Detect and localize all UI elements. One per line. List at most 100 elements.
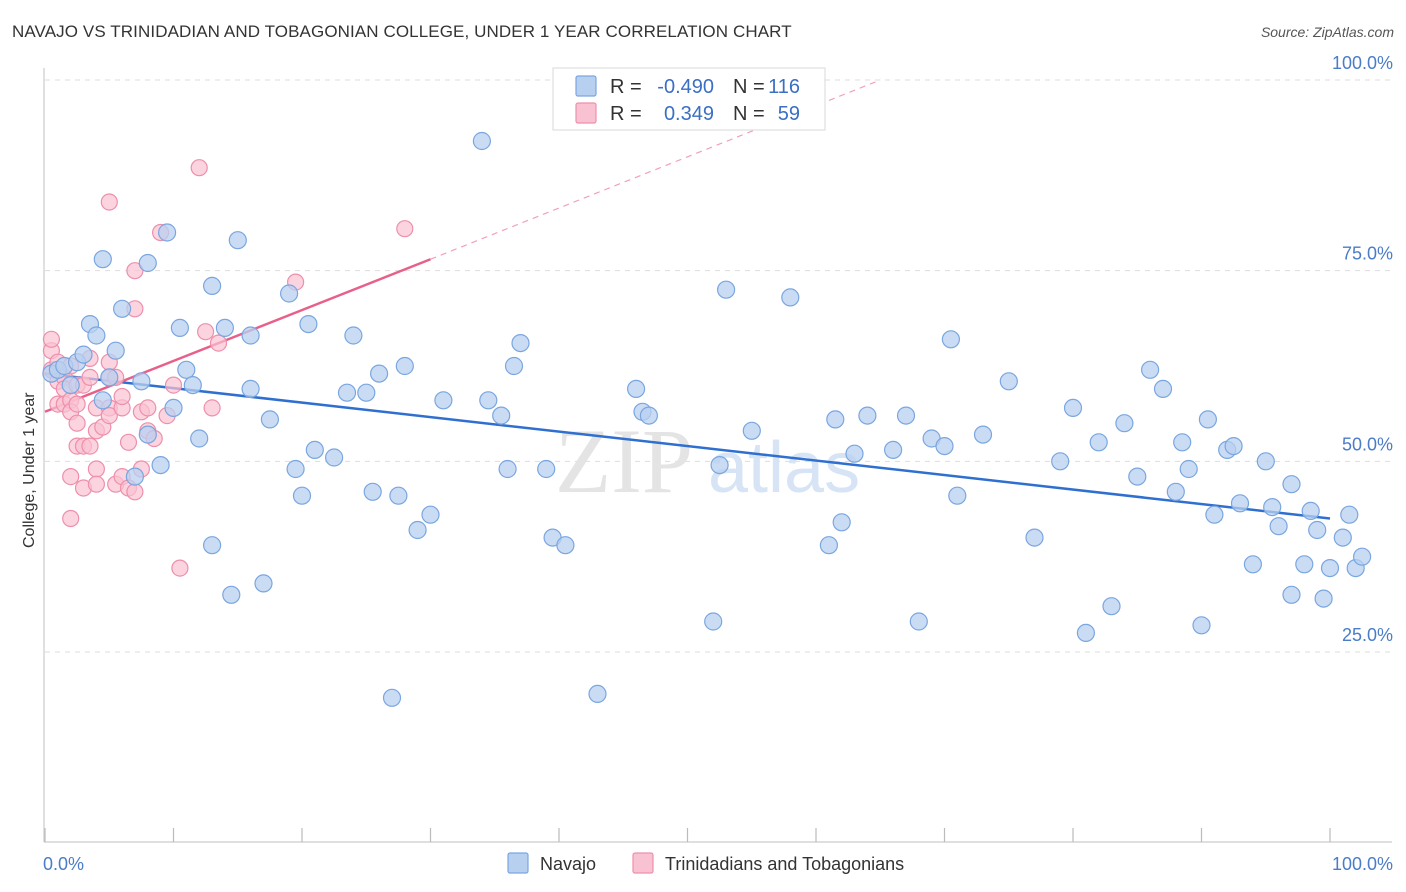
x-tick-label: 0.0% [43,854,84,874]
navajo-point [254,574,273,593]
navajo-point [826,410,845,429]
navajo-point [1089,433,1108,452]
axes [43,68,1392,843]
navajo-point [241,379,260,398]
navajo-point [1198,410,1218,429]
navajo-point [1173,433,1192,452]
y-axis-label: College, Under 1 year [21,392,38,548]
navajo-point [74,345,93,364]
watermark-zip: ZIP [555,410,693,512]
navajo-point [832,513,851,532]
navajo-point [337,383,357,402]
trinidadian-point [171,559,189,577]
trinidadian-point [87,460,106,478]
trinidadian-point [203,399,221,417]
navajo-point [492,406,511,425]
trinidadian-point [396,220,414,238]
navajo-point [203,536,222,555]
navajo-point [325,448,344,467]
legend-r-value: -0.490 [657,76,714,98]
navajo-point [1282,585,1301,604]
legend-n-label: N = [733,103,765,125]
navajo-point [781,288,800,307]
navajo-point [1192,616,1211,635]
trinidadian-point [139,399,157,417]
navajo-point [93,250,112,269]
navajo-point [1205,505,1224,524]
navajo-point [363,482,382,501]
trinidadian-point [113,387,131,406]
navajo-point [93,391,112,410]
navajo-point [896,406,916,425]
series-navajo-points [42,131,1372,707]
legend-r-label: R = [610,103,642,125]
trinidadian-point [81,437,99,455]
navajo-point [203,276,222,295]
navajo-point [222,585,241,604]
navajo-point [742,421,761,440]
navajo-point [1025,528,1044,547]
navajo-point [845,444,864,463]
navajo-point [999,372,1018,391]
trinidadian-point [164,376,183,394]
navajo-point [704,612,723,631]
navajo-point [716,280,736,299]
navajo-point [382,688,402,707]
navajo-point [112,299,132,318]
navajo-point [1115,414,1134,433]
legend-n-value: 116 [768,76,800,98]
legend-n-label: N = [733,76,765,98]
navajo-point [1102,597,1121,616]
navajo-point [138,425,157,444]
navajo-point [1051,452,1070,471]
watermark-atlas: atlas [708,428,860,508]
navajo-point [164,398,183,417]
navajo-point [1076,623,1096,643]
navajo-point [1256,452,1275,471]
navajo-point [639,406,659,425]
trinidadian-point [42,330,61,348]
series-legend-swatch-trinidadian [632,852,654,874]
navajo-point [948,486,967,505]
navajo-point [100,368,119,387]
trinidadian-point [68,395,86,413]
navajo-point [819,536,839,555]
navajo-point [299,315,318,334]
navajo-point [1166,482,1185,501]
trinidadian-point [197,323,215,341]
series-legend-swatch-navajo [507,852,529,874]
navajo-point [479,391,498,410]
navajo-point [1301,501,1320,520]
navajo-point [132,372,151,391]
grid-lines [45,79,1392,653]
y-tick-label: 100.0% [1332,53,1393,73]
navajo-point [183,376,202,395]
navajo-point [408,520,427,540]
navajo-point [941,330,961,349]
navajo-point [395,356,414,376]
navajo-point [626,379,646,398]
legend-swatch-trinidadian [575,102,597,124]
correlation-legend: R = -0.490 N = 116 R = 0.349 N = 59 [552,67,826,131]
navajo-point [556,536,575,555]
navajo-point [1340,505,1359,524]
navajo-point [1269,517,1288,536]
navajo-point [504,356,524,376]
navajo-point [1063,398,1083,417]
y-tick-label: 25.0% [1342,625,1393,645]
navajo-point [1333,528,1352,547]
trinidadian-point [68,414,86,432]
legend-box [552,67,826,131]
navajo-point [434,391,453,410]
navajo-point [1128,467,1147,486]
navajo-point [472,131,491,151]
source-label: Source: ZipAtlas.com [1260,24,1394,40]
navajo-point [138,253,157,273]
navajo-point [228,231,247,250]
legend-r-label: R = [610,76,642,98]
navajo-point [389,486,408,505]
series-legend: Navajo Trinidadians and Tobagonians [507,852,904,874]
trinidadian-point [126,483,144,501]
navajo-point [280,284,299,303]
